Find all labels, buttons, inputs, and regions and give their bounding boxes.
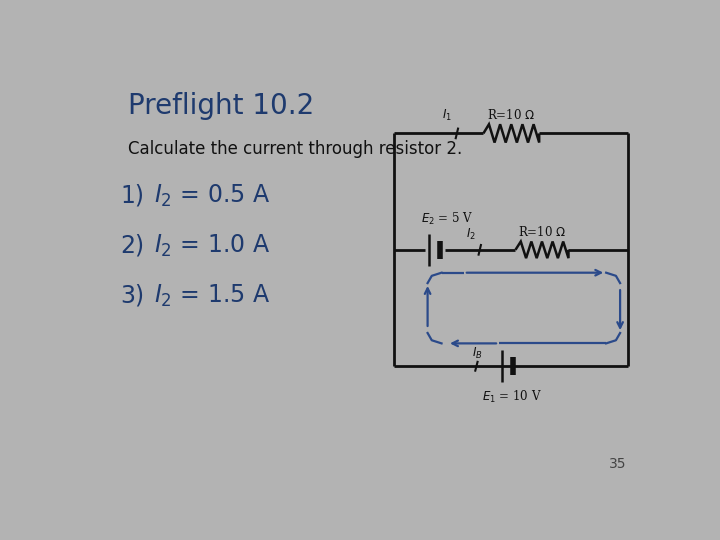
Text: R=10 $\Omega$: R=10 $\Omega$ (487, 108, 535, 122)
Text: $E_2$ = 5 V: $E_2$ = 5 V (421, 211, 473, 227)
Text: $I_B$: $I_B$ (472, 346, 483, 361)
Text: Preflight 10.2: Preflight 10.2 (128, 92, 314, 120)
Text: Calculate the current through resistor 2.: Calculate the current through resistor 2… (128, 140, 462, 158)
Text: 2): 2) (121, 234, 145, 258)
Text: R=10 $\Omega$: R=10 $\Omega$ (518, 225, 566, 239)
Text: 1): 1) (121, 184, 145, 208)
Text: $E_1$ = 10 V: $E_1$ = 10 V (482, 389, 541, 405)
Text: $I_1$: $I_1$ (441, 109, 451, 124)
Text: 35: 35 (609, 457, 627, 471)
Text: $I_2$ = 1.0 A: $I_2$ = 1.0 A (154, 233, 270, 259)
Text: $I_2$ = 1.5 A: $I_2$ = 1.5 A (154, 282, 270, 309)
Text: 3): 3) (121, 284, 145, 308)
Text: $I_2$ = 0.5 A: $I_2$ = 0.5 A (154, 183, 270, 209)
Text: $I_2$: $I_2$ (466, 226, 476, 241)
